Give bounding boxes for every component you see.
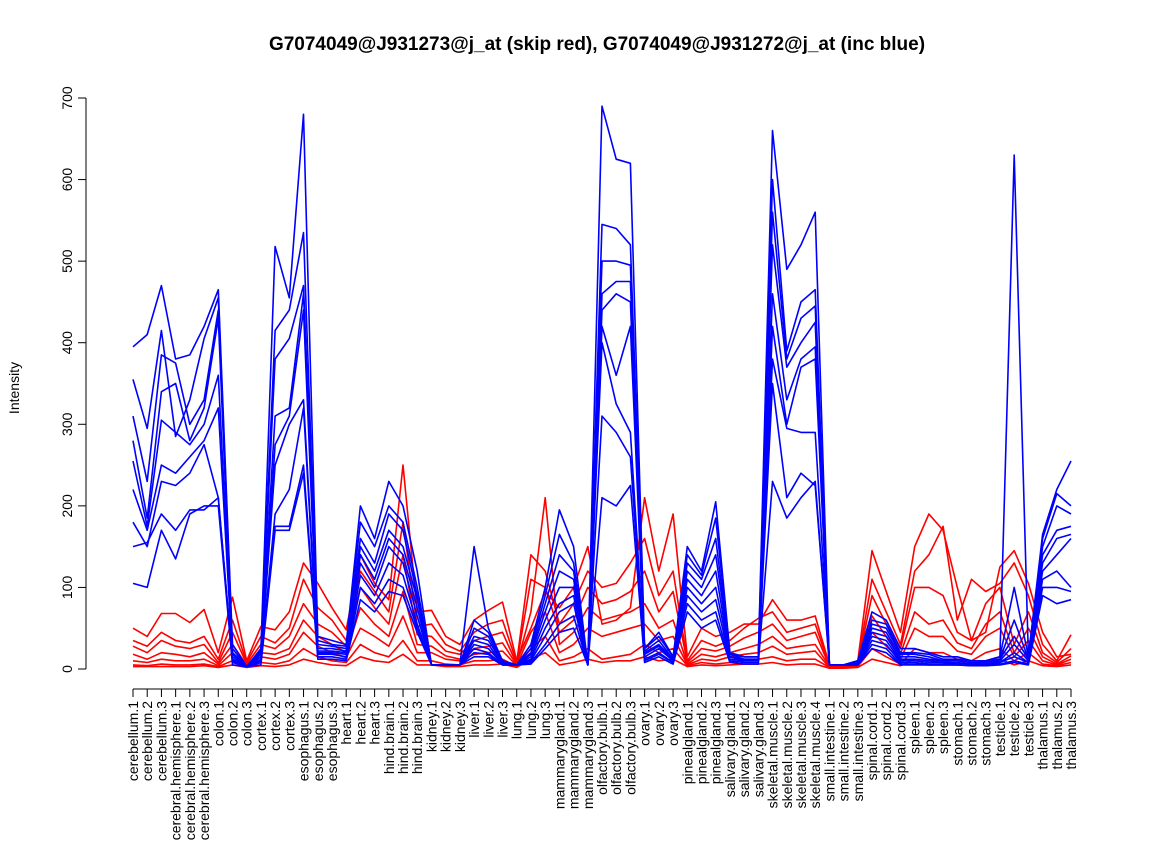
x-tick-label: ovary.2 [651, 701, 667, 746]
x-tick-label: olfactory.bulb.3 [622, 701, 638, 795]
x-tick-label: heart.3 [367, 701, 383, 745]
y-tick-label: 300 [59, 412, 75, 436]
series-line-skip-4 [132, 496, 1072, 668]
x-tick-label: skeletal.muscle.4 [807, 701, 823, 809]
x-tick-label: stomach.1 [949, 701, 965, 766]
x-tick-label: spleen.2 [921, 701, 937, 754]
x-tick-label: esophagus.2 [310, 701, 326, 781]
x-tick-label: esophagus.1 [296, 701, 312, 781]
x-tick-label: testicle.2 [1006, 701, 1022, 756]
x-tick-label: small.intestine.3 [850, 701, 866, 802]
x-tick-label: kidney.3 [452, 701, 468, 752]
x-tick-label: kidney.1 [423, 701, 439, 752]
x-tick-label: salivary.gland.2 [736, 701, 752, 797]
x-tick-label: hind.brain.3 [409, 701, 425, 774]
series-line-skip-2 [132, 521, 1072, 667]
chart-title: G7074049@J931273@j_at (skip red), G70740… [269, 34, 925, 55]
x-tick-label: heart.2 [352, 701, 368, 745]
series-line-inc-8 [132, 382, 1072, 668]
x-tick-label: spleen.3 [935, 701, 951, 754]
x-tick-label: spinal.cord.3 [892, 701, 908, 781]
x-tick-label: heart.1 [338, 701, 354, 745]
x-tick-label: salivary.gland.1 [722, 701, 738, 797]
x-tick-label: colon.2 [224, 701, 240, 746]
y-tick-label: 200 [59, 494, 75, 518]
x-tick-label: cerebral.hemisphere.1 [168, 701, 184, 841]
y-tick-label: 700 [59, 86, 75, 110]
x-tick-label: liver.1 [466, 701, 482, 738]
x-tick-label: testicle.3 [1020, 701, 1036, 756]
series-line-inc-2 [132, 178, 1072, 668]
x-tick-label: thalamus.1 [1035, 701, 1051, 770]
x-tick-label: spleen.1 [907, 701, 923, 754]
x-tick-label: colon.3 [239, 701, 255, 746]
series-line-skip-5 [132, 611, 1072, 669]
x-tick-label: pinealgland.3 [708, 701, 724, 785]
x-tick-label: mammarygland.2 [566, 701, 582, 809]
x-tick-label: spinal.cord.1 [864, 701, 880, 781]
x-tick-label: liver.3 [495, 701, 511, 738]
x-tick-label: mammarygland.3 [580, 701, 596, 809]
x-tick-label: lung.3 [537, 701, 553, 739]
x-tick-label: olfactory.bulb.2 [608, 701, 624, 795]
y-axis: 0 100 200 300 400 500 600 700 [59, 86, 87, 673]
series-line-inc-3 [132, 211, 1072, 668]
x-tick-label: pinealgland.1 [679, 701, 695, 785]
x-tick-label: cerebellum.2 [139, 701, 155, 781]
x-tick-label: kidney.2 [438, 701, 454, 752]
x-tick-label: thalamus.2 [1049, 701, 1065, 770]
series-line-skip-1 [132, 464, 1072, 666]
y-tick-label: 600 [59, 168, 75, 192]
series-line-inc-1 [132, 105, 1072, 668]
x-tick-label: ovary.1 [637, 701, 653, 746]
x-tick-label: ovary.3 [665, 701, 681, 746]
x-tick-label: esophagus.3 [324, 701, 340, 781]
x-tick-label: pinealgland.2 [693, 701, 709, 785]
x-tick-label: lung.1 [509, 701, 525, 739]
series-line-inc-6 [132, 325, 1072, 668]
x-tick-label: cerebral.hemisphere.3 [196, 701, 212, 841]
x-tick-label: cerebellum.1 [125, 701, 141, 781]
x-tick-label: cortex.1 [253, 701, 269, 751]
x-tick-label: hind.brain.2 [395, 701, 411, 774]
series-line-inc-9 [132, 472, 1072, 668]
x-tick-label: thalamus.3 [1063, 701, 1079, 770]
x-axis: cerebellum.1cerebellum.2cerebellum.3cere… [125, 688, 1079, 841]
x-tick-label: olfactory.bulb.1 [594, 701, 610, 795]
x-tick-label: mammarygland.1 [551, 701, 567, 809]
x-tick-label: skeletal.muscle.2 [779, 701, 795, 809]
x-tick-label: skeletal.muscle.1 [765, 701, 781, 809]
y-tick-label: 0 [59, 665, 75, 673]
x-tick-label: cerebellum.3 [153, 701, 169, 781]
x-tick-label: small.intestine.1 [821, 701, 837, 802]
x-tick-label: liver.2 [480, 701, 496, 738]
x-tick-label: small.intestine.2 [836, 701, 852, 802]
x-tick-label: testicle.1 [992, 701, 1008, 756]
x-tick-label: stomach.2 [964, 701, 980, 766]
series-line-inc-4 [132, 244, 1072, 668]
series-lines [132, 105, 1072, 670]
y-tick-label: 100 [59, 576, 75, 600]
x-tick-label: spinal.cord.2 [878, 701, 894, 781]
x-tick-label: salivary.gland.3 [750, 701, 766, 797]
y-tick-label: 400 [59, 331, 75, 355]
x-tick-label: cerebral.hemisphere.2 [182, 701, 198, 841]
series-line-inc-5 [132, 292, 1072, 668]
x-tick-label: cortex.3 [281, 701, 297, 751]
x-tick-label: hind.brain.1 [381, 701, 397, 774]
x-tick-label: colon.1 [210, 701, 226, 746]
y-axis-label: Intensity [6, 362, 22, 414]
series-line-inc-7 [132, 341, 1072, 668]
x-tick-label: skeletal.muscle.3 [793, 701, 809, 809]
x-tick-label: stomach.3 [978, 701, 994, 766]
series-line-skip-3 [132, 553, 1072, 668]
x-tick-label: cortex.2 [267, 701, 283, 751]
y-tick-label: 500 [59, 249, 75, 273]
x-tick-label: lung.2 [523, 701, 539, 739]
